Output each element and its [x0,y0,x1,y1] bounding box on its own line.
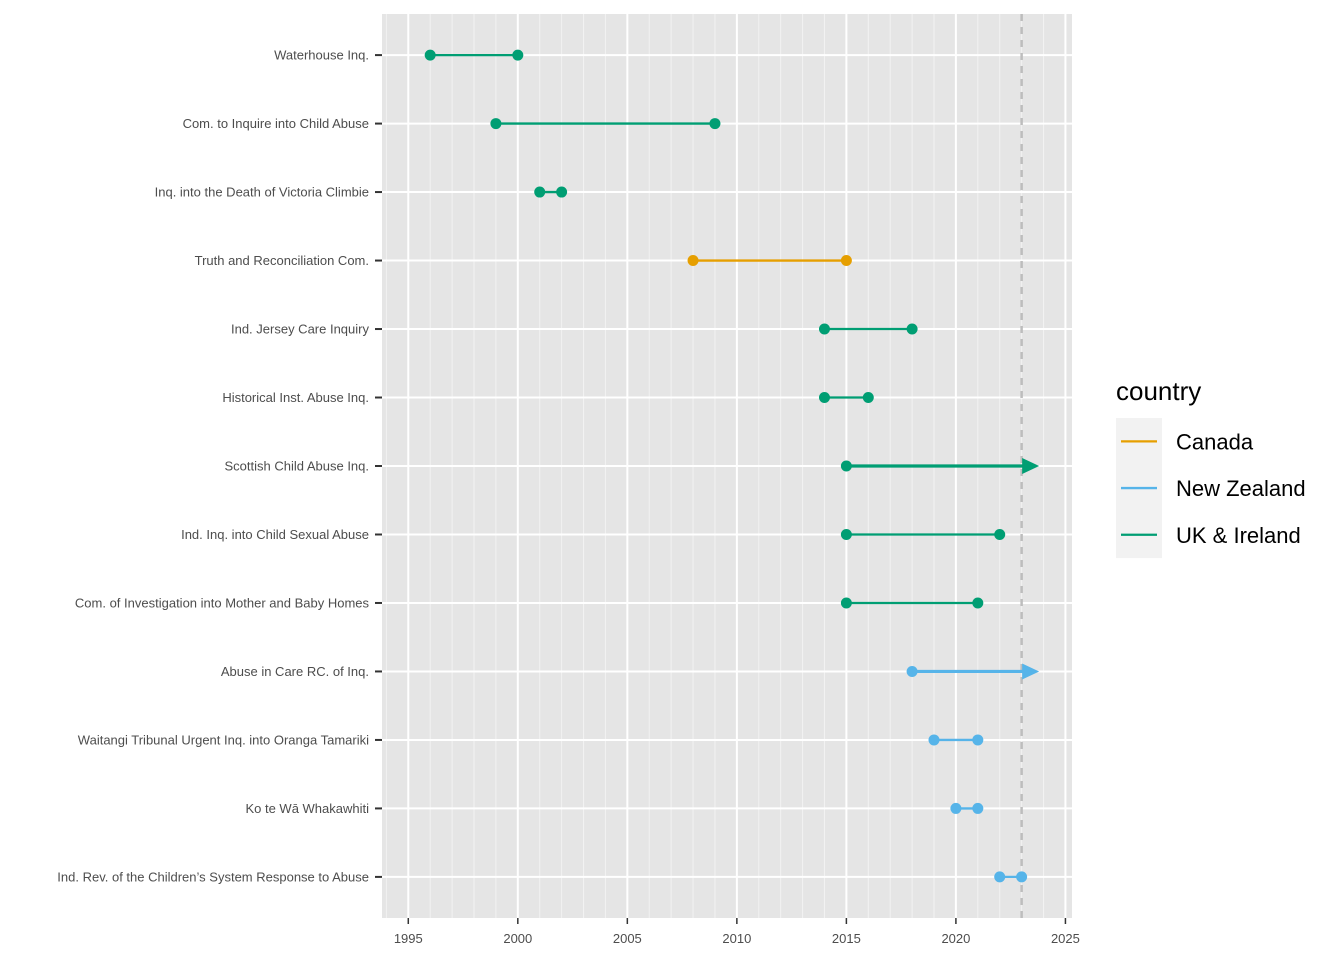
y-tick-label: Com. to Inquire into Child Abuse [183,116,369,131]
start-point [534,186,546,198]
x-tick-label: 2020 [941,931,970,946]
y-axis: Waterhouse Inq. Com. to Inquire into Chil… [57,48,382,884]
start-point [840,460,852,472]
end-point [994,528,1006,540]
ongoing-arrowhead [1022,663,1040,680]
start-point [840,597,852,609]
end-point [972,802,984,814]
segments-layer [430,53,1040,879]
x-tick-label: 1995 [394,931,423,946]
y-tick-label: Ind. Inq. into Child Sexual Abuse [181,527,369,542]
y-tick-label: Waterhouse Inq. [274,48,369,63]
y-tick-label: Inq. into the Death of Victoria Climbie [155,185,369,200]
start-point [994,871,1006,883]
start-point [490,118,502,130]
start-point [928,734,940,746]
x-tick-label: 2000 [503,931,532,946]
start-point [687,255,699,267]
x-axis: 1995 2000 2005 2010 2015 2020 2025 [394,918,1080,946]
end-point [972,597,984,609]
y-tick-label: Com. of Investigation into Mother and Ba… [75,595,370,610]
y-tick-label: Waitangi Tribunal Urgent Inq. into Orang… [78,732,369,747]
start-point [818,392,830,404]
start-point [424,49,436,61]
end-point [709,118,721,130]
end-point [972,734,984,746]
legend: country Canada New Zealand UK & Ireland [1116,376,1306,559]
y-tick-label: Ind. Rev. of the Children’s System Respo… [57,869,369,884]
x-tick-label: 2010 [722,931,751,946]
y-tick-label: Ind. Jersey Care Inquiry [231,322,370,337]
legend-title: country [1116,376,1201,406]
x-tick-label: 2025 [1051,931,1080,946]
end-point [512,49,524,61]
y-tick-label: Abuse in Care RC. of Inq. [221,664,369,679]
start-point [818,323,830,335]
start-point [950,802,962,814]
x-tick-label: 2005 [613,931,642,946]
x-tick-label: 2015 [832,931,861,946]
y-tick-label: Truth and Reconciliation Com. [195,253,369,268]
end-point [556,186,568,198]
legend-entry-label: Canada [1176,429,1254,454]
start-point [906,665,918,677]
end-point [840,255,852,267]
end-point [906,323,918,335]
ongoing-arrowhead [1022,458,1040,474]
start-point [840,528,852,540]
legend-entry-label: New Zealand [1176,476,1306,501]
points-layer [424,49,1028,883]
end-point [1016,871,1028,883]
y-tick-label: Historical Inst. Abuse Inq. [222,390,369,405]
y-tick-label: Ko te Wā Whakawhiti [245,801,369,816]
legend-entry-label: UK & Ireland [1176,523,1301,548]
y-tick-label: Scottish Child Abuse Inq. [224,459,369,474]
end-point [862,392,874,404]
